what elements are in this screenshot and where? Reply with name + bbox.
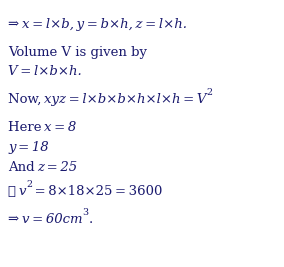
- Text: x = l×b, y = b×h, z = l×h.: x = l×b, y = b×h, z = l×h.: [22, 18, 187, 31]
- Text: Now,: Now,: [8, 93, 44, 106]
- Text: ⇒: ⇒: [8, 18, 22, 31]
- Text: y = 18: y = 18: [8, 141, 49, 154]
- Text: v = 60cm: v = 60cm: [22, 213, 82, 226]
- Text: xyz = l×b×b×h×l×h = V: xyz = l×b×b×h×l×h = V: [44, 93, 206, 106]
- Text: ∴: ∴: [8, 185, 19, 198]
- Text: z = 25: z = 25: [37, 161, 77, 174]
- Text: 2: 2: [26, 180, 32, 189]
- Text: 3: 3: [82, 208, 89, 217]
- Text: v: v: [19, 185, 26, 198]
- Text: Here: Here: [8, 121, 44, 134]
- Text: .: .: [89, 213, 93, 226]
- Text: ⇒: ⇒: [8, 213, 22, 226]
- Text: And: And: [8, 161, 37, 174]
- Text: V = l×b×h.: V = l×b×h.: [8, 65, 82, 78]
- Text: Volume V is given by: Volume V is given by: [8, 46, 147, 59]
- Text: x = 8: x = 8: [44, 121, 76, 134]
- Text: 2: 2: [206, 88, 212, 97]
- Text: = 8×18×25 = 3600: = 8×18×25 = 3600: [32, 185, 162, 198]
